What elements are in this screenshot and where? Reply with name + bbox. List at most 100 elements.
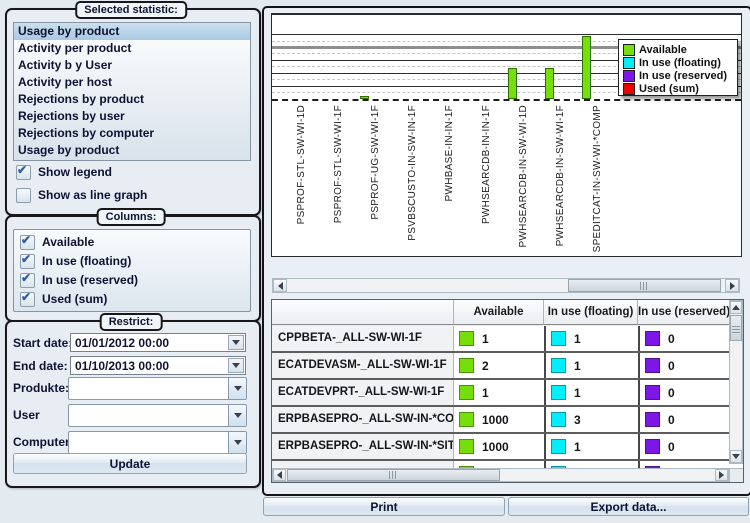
end-date-label: End date:	[13, 359, 68, 373]
available-swatch	[459, 358, 474, 373]
x-axis-label: PWHSEARCDB-IN-SW-WI-1D	[518, 105, 529, 248]
x-axis-label: PSPROF-STL-SW-WI-1F	[333, 105, 344, 224]
table-v-scrollbar[interactable]	[729, 300, 743, 464]
column-checkbox-reserved[interactable]: In use (reserved)	[20, 271, 138, 288]
column-checkbox-used[interactable]: Used (sum)	[20, 290, 108, 307]
floating-swatch	[551, 358, 566, 373]
statistic-item[interactable]: Rejections by computer	[18, 126, 155, 140]
reserved-swatch	[645, 385, 660, 400]
products-combo[interactable]	[68, 377, 247, 400]
statistic-listbox[interactable]: Usage by product Activity per product Ac…	[13, 22, 251, 161]
bar-chart: PSPROF-STL-SW-WI-1D PSPROF-STL-SW-WI-1F …	[271, 13, 742, 257]
selected-statistic-caption: Selected statistic:	[75, 1, 187, 19]
table-row[interactable]: ERPBASEPRO-_ALL-SW-IN-*SITE 1000 1 0	[272, 434, 729, 461]
gridline	[272, 34, 741, 35]
table-h-scrollbar[interactable]	[272, 468, 729, 482]
statistic-item[interactable]: Usage by product	[18, 143, 120, 157]
computer-combo[interactable]	[68, 431, 247, 454]
legend-swatch-available	[623, 43, 635, 56]
legend-item: In use (reserved)	[623, 69, 737, 82]
show-legend-checkbox[interactable]: Show legend	[16, 163, 113, 180]
statistic-item[interactable]: Activity per product	[18, 41, 132, 55]
x-axis-label: PSVBSCUSTO-IN-SW-IN-1F	[407, 105, 418, 241]
chevron-down-icon[interactable]	[228, 405, 246, 426]
legend-item: In use (floating)	[623, 56, 737, 69]
bar-available	[545, 68, 554, 99]
update-button[interactable]: Update	[13, 453, 247, 474]
columns-box	[13, 229, 251, 312]
scroll-up-arrow-icon[interactable]	[730, 301, 742, 314]
legend-label: In use (reserved)	[639, 69, 728, 82]
checkbox-icon[interactable]	[16, 187, 31, 203]
checkbox-icon[interactable]	[20, 290, 35, 307]
checkbox-label: Used (sum)	[42, 292, 108, 306]
table-row[interactable]: CPPBETA-_ALL-SW-WI-1F 1 1 0	[272, 326, 729, 353]
chart-legend: Available In use (floating) In use (rese…	[618, 39, 738, 96]
scrollbar-thumb[interactable]	[287, 469, 500, 481]
chevron-down-icon[interactable]	[228, 335, 244, 350]
legend-swatch-floating	[623, 56, 635, 69]
end-date-combo[interactable]: 01/10/2013 00:00	[70, 356, 246, 375]
scroll-right-arrow-icon[interactable]	[725, 279, 739, 292]
bar-available	[360, 96, 369, 99]
scrollbar-thumb[interactable]	[568, 279, 721, 292]
table-row[interactable]: ECATDEVPRT-_ALL-SW-WI-1F 1 1 0	[272, 380, 729, 407]
x-axis-baseline	[272, 99, 741, 101]
statistic-item[interactable]: Activity b y User	[18, 58, 113, 72]
checkbox-label: Available	[42, 235, 95, 249]
show-line-graph-checkbox[interactable]: Show as line graph	[16, 187, 147, 203]
chevron-down-icon[interactable]	[228, 378, 246, 399]
table-row[interactable]: ECATDEVASM-_ALL-SW-WI-1F 2 1 0	[272, 353, 729, 380]
header-reserved: In use (reserved)	[638, 300, 729, 325]
chart-h-scrollbar[interactable]	[272, 278, 740, 293]
floating-swatch	[551, 412, 566, 427]
reserved-swatch	[645, 331, 660, 346]
table-header: Available In use (floating) In use (rese…	[272, 300, 729, 326]
checkbox-label: Show legend	[38, 165, 113, 179]
column-checkbox-floating[interactable]: In use (floating)	[20, 252, 131, 269]
print-button[interactable]: Print	[263, 497, 505, 516]
column-checkbox-available[interactable]: Available	[20, 233, 95, 250]
start-date-combo[interactable]: 01/01/2012 00:00	[70, 333, 246, 352]
statistic-item[interactable]: Usage by product	[14, 23, 250, 40]
statistic-item[interactable]: Rejections by user	[18, 109, 125, 123]
checkbox-icon[interactable]	[16, 163, 31, 180]
table-row[interactable]: ERPBASEPRO-_ALL-SW-IN-*COMP 1000 3 0	[272, 407, 729, 434]
floating-swatch	[551, 439, 566, 454]
checkbox-icon[interactable]	[20, 271, 35, 288]
floating-swatch	[551, 385, 566, 400]
start-date-value: 01/01/2012 00:00	[75, 335, 170, 350]
available-swatch	[459, 385, 474, 400]
products-label: Produkte:	[13, 381, 70, 395]
reserved-swatch	[645, 358, 660, 373]
scroll-right-arrow-icon[interactable]	[715, 469, 728, 481]
statistic-item[interactable]: Activity per host	[18, 75, 113, 89]
chevron-down-icon[interactable]	[228, 432, 246, 453]
user-label: User	[13, 408, 40, 422]
columns-caption: Columns:	[96, 208, 166, 226]
table-row-clipped[interactable]	[272, 461, 729, 482]
checkbox-icon[interactable]	[20, 233, 35, 250]
chevron-down-icon[interactable]	[228, 358, 244, 373]
gridline	[272, 92, 741, 93]
restrict-caption: Restrict:	[99, 313, 163, 331]
legend-item: Used (sum)	[623, 82, 737, 95]
available-swatch	[459, 439, 474, 454]
checkbox-icon[interactable]	[20, 252, 35, 269]
gridline-thick	[272, 46, 741, 49]
gridline	[272, 60, 741, 61]
gridline	[272, 73, 741, 74]
legend-swatch-reserved	[623, 69, 635, 82]
computer-label: Computer:	[13, 435, 74, 449]
scrollbar-thumb[interactable]	[730, 315, 742, 341]
scroll-down-arrow-icon[interactable]	[730, 450, 742, 463]
scroll-left-arrow-icon[interactable]	[273, 279, 287, 292]
license-table: Available In use (floating) In use (rese…	[271, 299, 744, 483]
export-data-button[interactable]: Export data...	[508, 497, 749, 516]
user-combo[interactable]	[68, 404, 247, 427]
x-axis-label: PSPROF-UG-SW-WI-1F	[370, 105, 381, 220]
statistic-item[interactable]: Rejections by product	[18, 92, 145, 106]
x-axis-label: PSPROF-STL-SW-WI-1D	[296, 105, 307, 225]
scroll-left-arrow-icon[interactable]	[273, 469, 286, 481]
